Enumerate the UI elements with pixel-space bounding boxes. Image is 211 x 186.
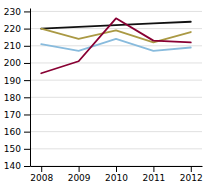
tick: 2011: [142, 166, 165, 183]
tick-mark: [24, 80, 30, 81]
tick-mark: [24, 149, 30, 150]
grid-line: [30, 114, 202, 115]
tick-mark: [24, 114, 30, 115]
grid: [30, 11, 202, 166]
grid-line: [30, 131, 202, 132]
grid-line: [30, 80, 202, 81]
grid-line: [30, 97, 202, 98]
grid-line: [30, 148, 202, 149]
tick-label: 2010: [105, 173, 128, 183]
grid-line: [30, 11, 202, 12]
tick-label: 180: [4, 93, 21, 103]
tick: 2012: [180, 166, 203, 183]
tick: 2009: [68, 166, 91, 183]
tick: 170: [4, 110, 30, 120]
tick-mark: [116, 166, 117, 172]
lines: [41, 18, 191, 73]
tick-label: 2009: [68, 173, 91, 183]
tick: 140: [4, 161, 30, 171]
tick: 180: [4, 93, 30, 103]
series-line: [41, 18, 191, 73]
tick-label: 150: [4, 144, 21, 154]
tick-mark: [41, 166, 42, 172]
tick: 150: [4, 144, 30, 154]
tick-mark: [24, 166, 30, 167]
tick: 2010: [105, 166, 128, 183]
series-line: [41, 22, 191, 29]
tick: 2008: [30, 166, 53, 183]
y-axis: 140 150 160 170 180 190 200 210 220 230: [4, 7, 31, 172]
tick-mark: [24, 11, 30, 12]
tick-mark: [24, 97, 30, 98]
tick-mark: [191, 166, 192, 172]
tick-mark: [153, 166, 154, 172]
plot: 2008 2009 2010 2011 2012 140 150 160 170 180 190 20…: [4, 7, 203, 184]
series-line: [41, 29, 191, 43]
axis-line: [30, 9, 31, 167]
tick-label: 140: [4, 161, 21, 171]
tick: 190: [4, 76, 30, 86]
tick: 160: [4, 127, 30, 137]
tick-label: 2012: [180, 173, 203, 183]
tick-mark: [24, 29, 30, 30]
tick-label: 170: [4, 110, 21, 120]
tick: 200: [4, 58, 30, 68]
tick-label: 190: [4, 76, 21, 86]
x-axis: 2008 2009 2010 2011 2012: [30, 166, 202, 183]
chart: 2008 2009 2010 2011 2012 140 150 160 170 180 190 20…: [0, 0, 211, 186]
tick: 230: [4, 7, 30, 17]
tick-mark: [24, 132, 30, 133]
tick-label: 2008: [30, 173, 53, 183]
tick-label: 2011: [142, 173, 165, 183]
tick-mark: [24, 46, 30, 47]
tick-label: 160: [4, 127, 21, 137]
grid-line: [30, 62, 202, 63]
tick-mark: [79, 166, 80, 172]
tick-label: 220: [4, 24, 21, 34]
tick: 220: [4, 24, 30, 34]
tick-label: 210: [4, 41, 21, 51]
tick-label: 230: [4, 7, 21, 17]
tick-label: 200: [4, 58, 21, 68]
tick: 210: [4, 41, 30, 51]
tick-mark: [24, 63, 30, 64]
